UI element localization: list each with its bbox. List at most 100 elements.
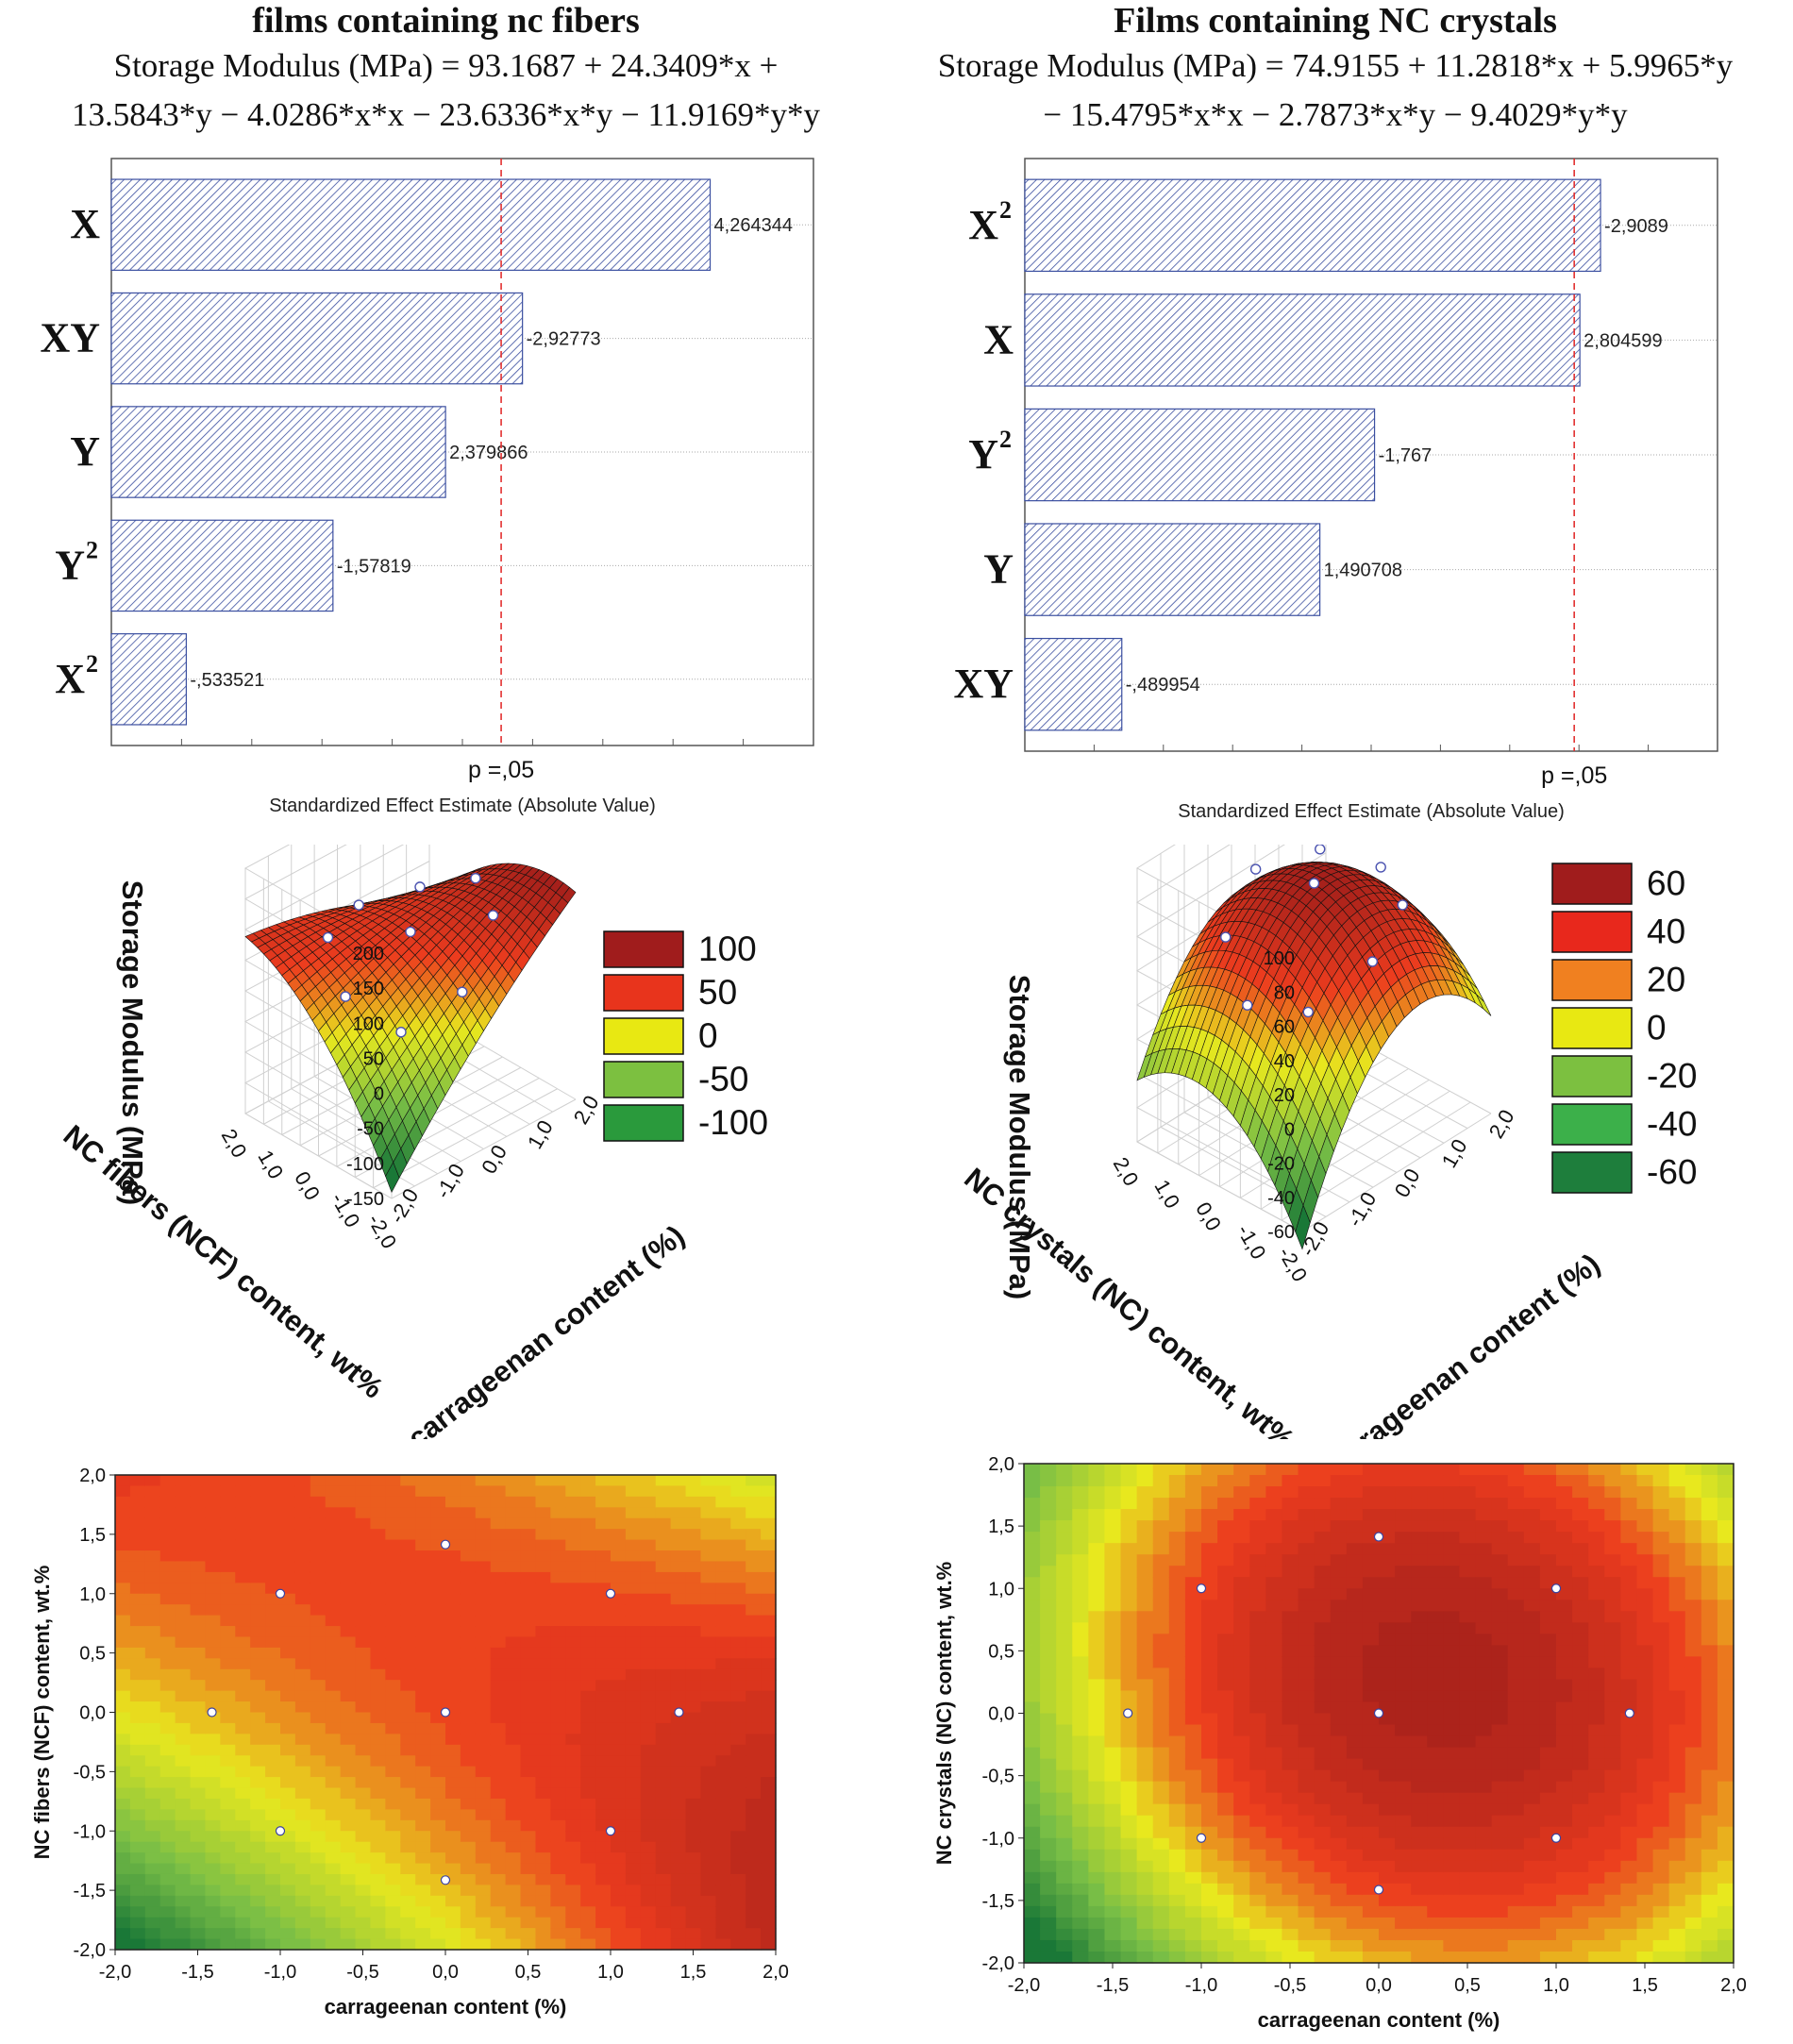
contour-cell [325,1863,342,1875]
contour-cell [220,1507,236,1519]
contour-cell [445,1690,461,1702]
contour-cell [625,1517,642,1530]
contour-cell [1233,1656,1250,1669]
contour-cell [1427,1577,1444,1589]
contour-cell [460,1787,477,1800]
contour-cell [265,1755,281,1768]
contour-cell [1152,1803,1170,1817]
contour-cell [700,1658,716,1670]
contour-cell [250,1734,266,1746]
contour-cell [415,1841,431,1853]
contour-cell [1072,1588,1089,1600]
contour-cell [1152,1634,1170,1646]
contour-cell [1459,1758,1477,1771]
contour-cell [1120,1769,1138,1783]
contour-cell [159,1571,176,1583]
contour-cell [1475,1860,1493,1873]
contour-cell [550,1755,566,1768]
contour-cell [1104,1917,1122,1930]
contour-cell [415,1852,431,1865]
category-exponent: 2 [86,650,98,678]
contour-cell [340,1517,357,1530]
contour-cell [565,1841,581,1853]
contour-cell [250,1755,266,1768]
contour-cell [205,1895,221,1907]
contour-cell [1120,1520,1138,1533]
contour-cell [1104,1701,1122,1715]
contour-cell [1588,1532,1605,1544]
contour-cell [460,1734,477,1746]
contour-cell [190,1529,207,1541]
design-point [1308,878,1320,889]
contour-cell [1604,1486,1621,1499]
contour-cell [385,1755,401,1768]
contour-cell [1427,1837,1444,1851]
contour-cell [1475,1554,1493,1567]
contour-cell [1233,1690,1250,1703]
contour-cell [535,1604,551,1617]
contour-cell [1556,1905,1573,1918]
contour-cell [730,1819,746,1832]
contour-cell [1136,1826,1154,1839]
contour-cell [1459,1917,1477,1930]
contour-cell [550,1668,566,1681]
contour-cell [1217,1769,1234,1783]
contour-cell [700,1496,716,1508]
contour-cell [340,1809,357,1821]
contour-cell [1152,1837,1170,1851]
contour-cell [1588,1656,1605,1669]
contour-cell [265,1485,281,1498]
contour-cell [1411,1464,1428,1476]
contour-cell [1314,1645,1332,1657]
contour-cell [1088,1634,1106,1646]
contour-cell [1024,1871,1041,1885]
contour-cell [520,1690,537,1702]
contour-cell [565,1885,581,1897]
contour-cell [1379,1769,1396,1783]
contour-cell [640,1787,657,1800]
contour-cell [580,1475,596,1487]
contour-cell [1572,1713,1589,1726]
contour-cell [385,1539,401,1551]
contour-cell [1523,1464,1541,1476]
contour-cell [1168,1905,1186,1918]
contour-cell [159,1583,176,1595]
contour-cell [1362,1588,1380,1600]
contour-cell [310,1841,327,1853]
right-equation-line1: Storage Modulus (MPa) = 74.9155 + 11.281… [937,47,1734,84]
contour-cell [355,1885,372,1897]
contour-cell [370,1831,386,1843]
contour-cell [520,1938,537,1951]
contour-cell [190,1647,207,1659]
legend-label: -60 [1647,1153,1697,1192]
contour-cell [1298,1464,1315,1476]
contour-cell [280,1841,296,1853]
contour-cell [1184,1532,1202,1544]
contour-cell [550,1798,566,1810]
contour-cell [1233,1747,1250,1760]
contour-cell [1298,1475,1315,1487]
contour-cell [280,1507,296,1519]
contour-cell [685,1798,702,1810]
contour-cell [1539,1498,1557,1510]
contour-cell [535,1583,551,1595]
contour-cell [1362,1543,1380,1555]
contour-cell [175,1636,192,1649]
contour-cell [280,1873,296,1886]
contour-cell [159,1766,176,1778]
contour-cell [129,1658,146,1670]
contour-cell [1427,1951,1444,1964]
contour-cell [1265,1588,1283,1600]
y-tick-label: 1,0 [253,1147,288,1183]
contour-cell [1443,1543,1461,1555]
contour-cell [415,1690,431,1702]
contour-cell [460,1550,477,1563]
contour-cell [115,1831,131,1843]
contour-cell [1507,1679,1525,1692]
contour-cell [265,1496,281,1508]
contour-cell [1556,1724,1573,1737]
contour-cell [670,1604,687,1617]
contour-cell [1330,1860,1348,1873]
contour-cell [625,1529,642,1541]
contour-cell [1539,1532,1557,1544]
